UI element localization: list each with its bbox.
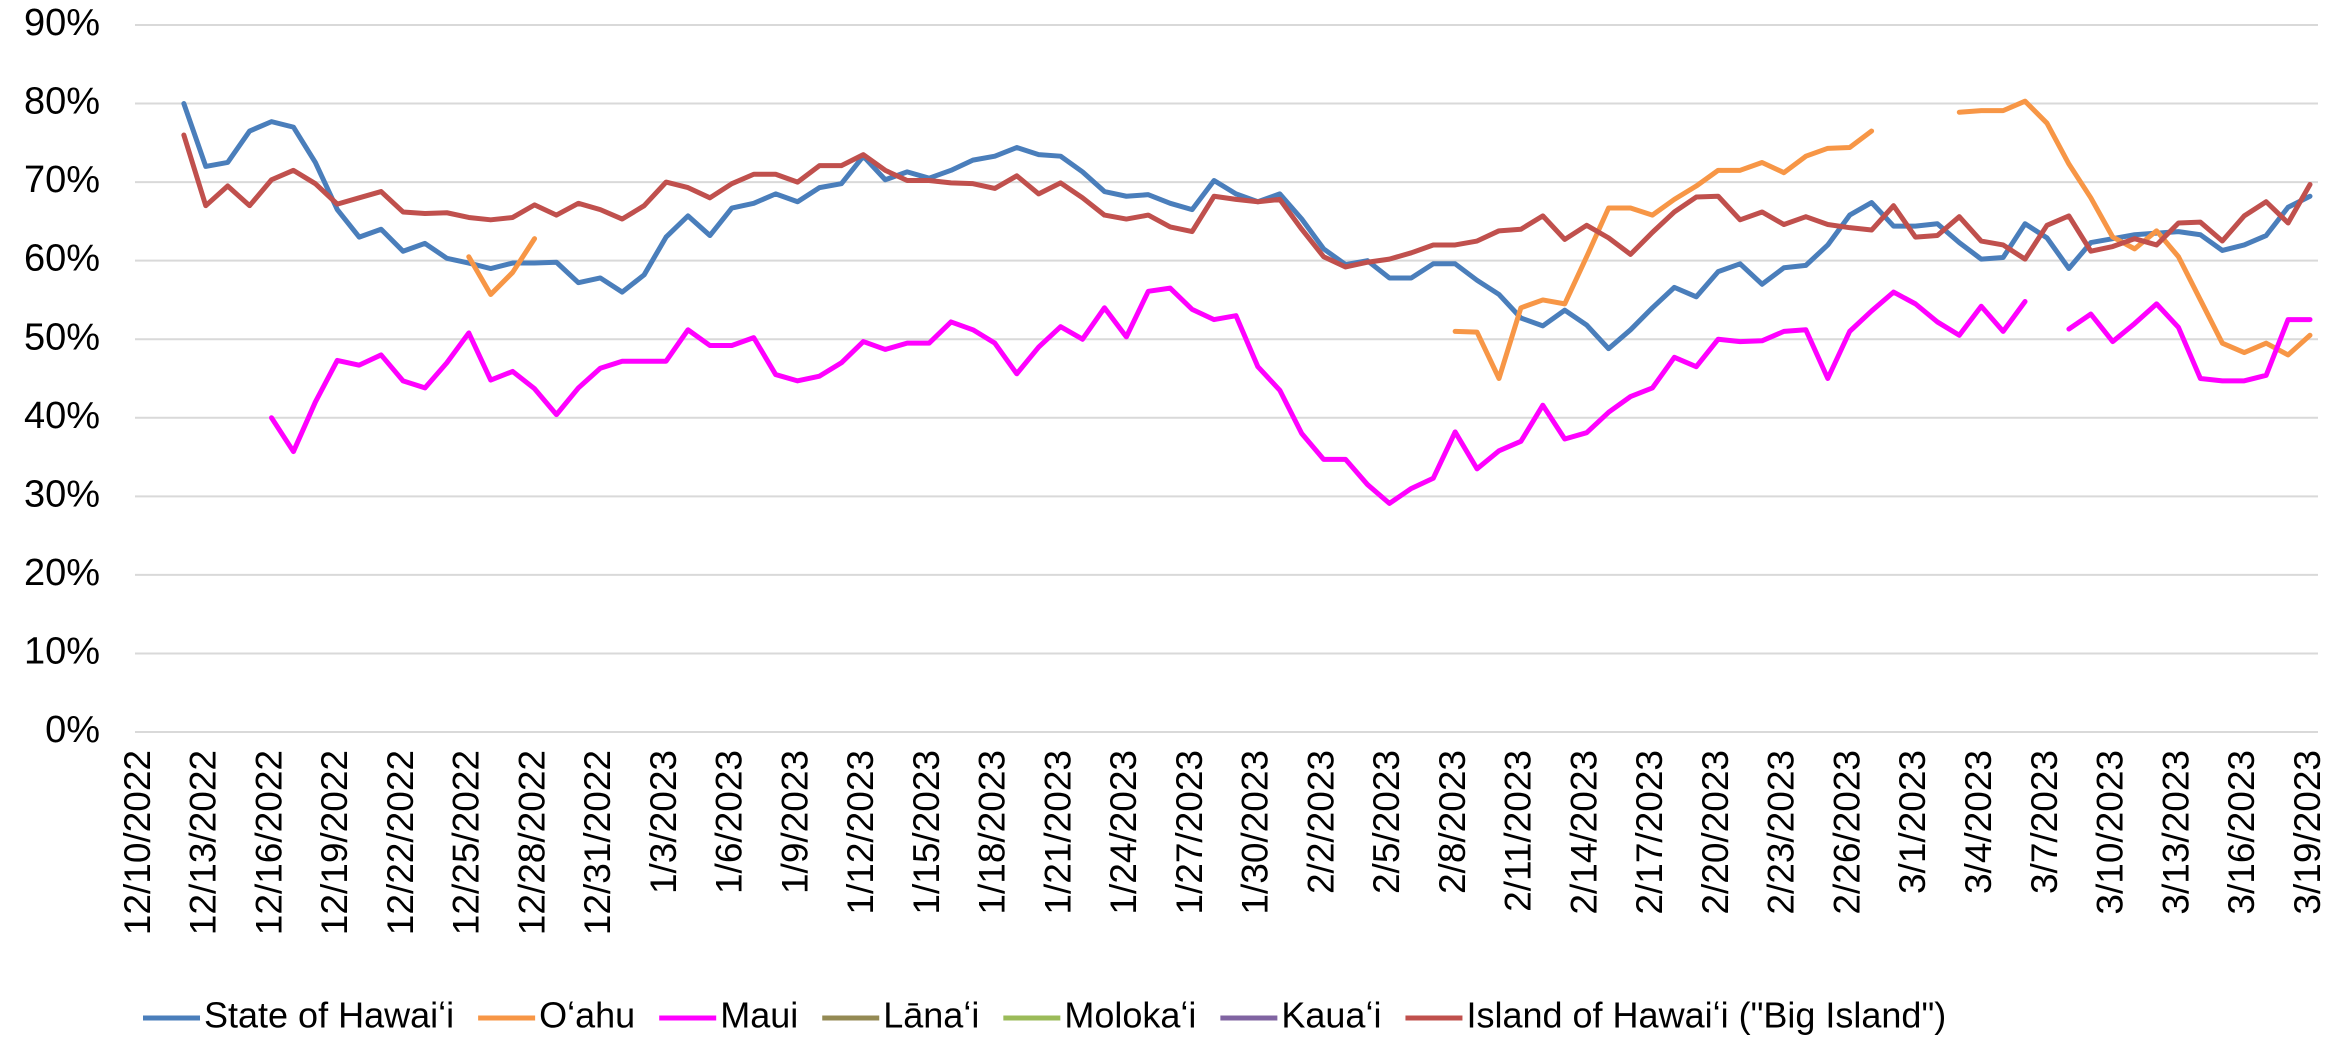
x-tick-label: 12/13/2022	[183, 750, 224, 935]
x-tick-label: 3/1/2023	[1892, 750, 1933, 894]
legend-label: State of Hawaiʻi	[204, 995, 454, 1036]
x-tick-label: 1/27/2023	[1169, 750, 1210, 915]
x-tick-label: 3/10/2023	[2090, 750, 2131, 915]
x-tick-label: 1/15/2023	[906, 750, 947, 915]
x-tick-label: 2/2/2023	[1300, 750, 1341, 894]
x-tick-label: 2/11/2023	[1498, 750, 1539, 912]
y-tick-label: 20%	[24, 552, 100, 594]
x-tick-label: 2/26/2023	[1826, 750, 1867, 915]
series-line	[269, 285, 2313, 506]
y-tick-label: 30%	[24, 473, 100, 515]
legend-label: Molokaʻi	[1064, 995, 1196, 1036]
y-tick-label: 80%	[24, 81, 100, 123]
x-tick-label: 1/24/2023	[1103, 750, 1144, 915]
x-tick-label: 3/7/2023	[2024, 750, 2065, 894]
x-tick-label: 12/31/2022	[577, 750, 618, 935]
y-tick-label: 40%	[24, 395, 100, 437]
x-tick-label: 12/22/2022	[380, 750, 421, 935]
y-tick-label: 90%	[24, 2, 100, 44]
x-tick-label: 2/17/2023	[1629, 750, 1670, 915]
x-tick-label: 2/20/2023	[1695, 750, 1736, 915]
x-tick-label: 2/5/2023	[1366, 750, 1407, 894]
x-tick-label: 1/18/2023	[972, 750, 1013, 915]
legend-label: Oʻahu	[539, 995, 635, 1036]
x-tick-label: 1/9/2023	[774, 750, 815, 894]
y-tick-label: 50%	[24, 316, 100, 358]
x-tick-label: 1/21/2023	[1037, 750, 1078, 915]
x-tick-label: 3/16/2023	[2221, 750, 2262, 915]
x-tick-label: 2/14/2023	[1563, 750, 1604, 915]
series-line	[181, 101, 2313, 352]
x-tick-label: 1/6/2023	[709, 750, 750, 894]
x-tick-label: 12/16/2022	[248, 750, 289, 935]
x-tick-label: 1/3/2023	[643, 750, 684, 894]
y-tick-label: 10%	[24, 630, 100, 672]
x-tick-label: 12/10/2022	[117, 750, 158, 935]
legend-label: Kauaʻi	[1281, 995, 1381, 1036]
legend-label: Island of Hawaiʻi ("Big Island")	[1466, 995, 1946, 1036]
x-tick-label: 12/25/2022	[446, 750, 487, 935]
y-tick-label: 70%	[24, 159, 100, 201]
x-tick-label: 1/30/2023	[1235, 750, 1276, 915]
x-tick-label: 2/8/2023	[1432, 750, 1473, 894]
x-tick-label: 12/19/2022	[314, 750, 355, 935]
x-tick-label: 2/23/2023	[1761, 750, 1802, 915]
x-tick-label: 3/13/2023	[2155, 750, 2196, 915]
legend-label: Maui	[720, 995, 798, 1036]
x-tick-label: 12/28/2022	[511, 750, 552, 935]
x-tick-label: 3/19/2023	[2287, 750, 2328, 915]
x-tick-label: 1/12/2023	[840, 750, 881, 915]
series-line	[181, 132, 2313, 270]
series-line	[466, 98, 2313, 381]
y-tick-label: 0%	[45, 709, 100, 751]
x-tick-label: 3/4/2023	[1958, 750, 1999, 894]
y-tick-label: 60%	[24, 238, 100, 280]
legend-label: Lānaʻi	[883, 995, 979, 1036]
